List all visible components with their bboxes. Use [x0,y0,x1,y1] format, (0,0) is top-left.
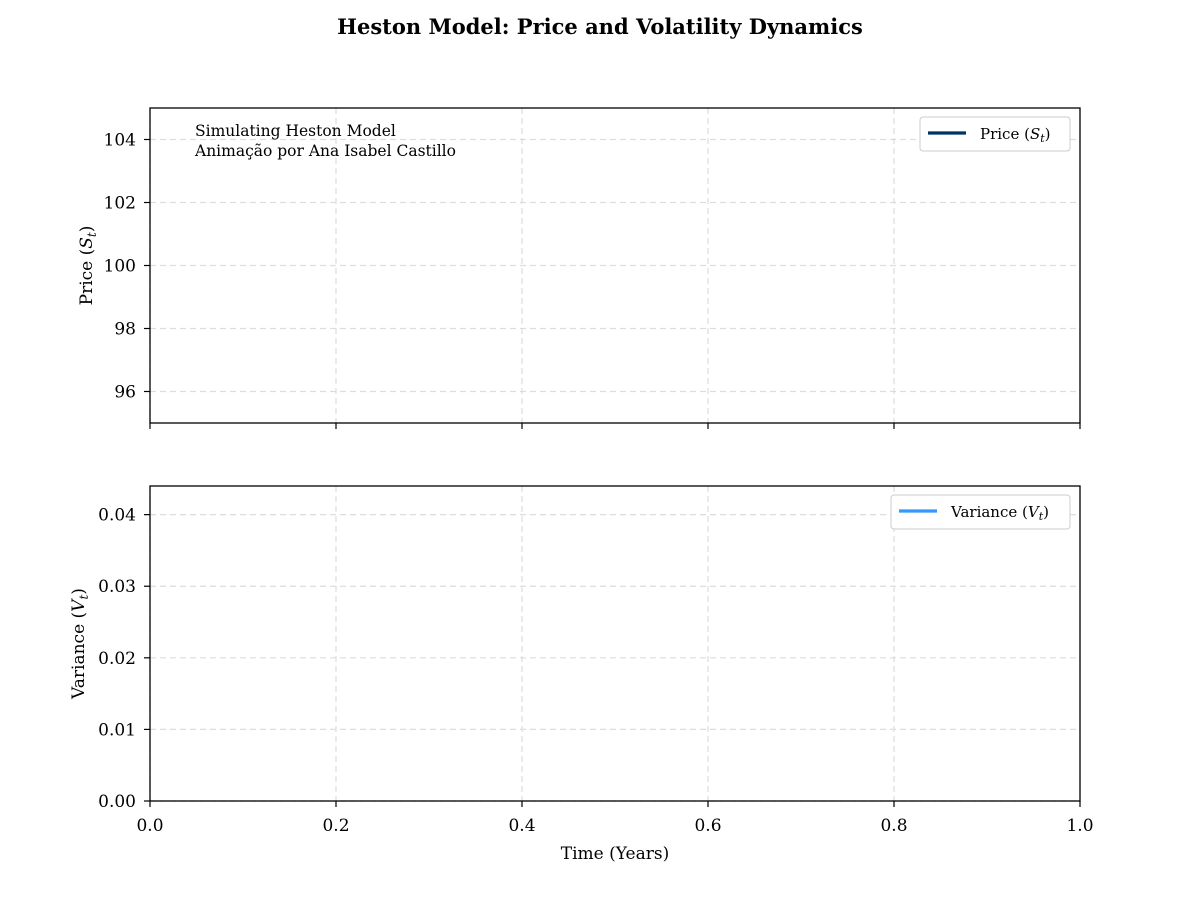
y-tick-label: 100 [104,257,136,277]
y-tick-label: 0.04 [98,506,136,526]
legend: Variance (Vt) [890,494,1071,530]
legend-label: Variance (Vt) [950,503,1049,523]
annotation-line: Simulating Heston Model [195,122,396,140]
y-tick-label: 0.02 [98,649,136,669]
legend: Price (St) [919,116,1071,152]
y-tick-label: 0.01 [98,720,136,740]
y-tick-label: 104 [104,131,136,151]
x-tick-label: 0.6 [694,816,721,836]
y-tick-label: 96 [114,383,136,403]
annotation-line: Animação por Ana Isabel Castillo [194,142,456,160]
panels: 96 98 100 102 104 Price (St) Price (St) Simulat… [69,107,1094,864]
x-tick-label: 1.0 [1066,816,1093,836]
x-tick-label: 0.4 [508,816,535,836]
y-tick-label: 98 [114,320,136,340]
legend-label: Price (St) [980,125,1051,145]
y-tick-label: 0.03 [98,577,136,597]
x-axis-label: Time (Years) [561,844,669,864]
chart-title: Heston Model: Price and Volatility Dynam… [337,14,863,39]
x-tick-label: 0.8 [880,816,907,836]
y-axis-label: Price (St) [77,226,99,306]
panel-1: 96 98 100 102 104 Price (St) Price (St) Simulat… [77,107,1081,429]
panel-2: 0.00 0.01 0.02 0.03 0.04 0.0 0.2 0.4 0.6 0.8 1.0 Ti… [69,485,1094,864]
legend-box [919,116,1071,152]
axes-frame [149,485,1081,802]
y-tick-label: 102 [104,194,136,214]
x-tick-label: 0.0 [136,816,163,836]
y-axis-label: Variance (Vt) [69,588,91,700]
y-tick-label: 0.00 [98,792,136,812]
legend-box [890,494,1071,530]
x-tick-label: 0.2 [322,816,349,836]
